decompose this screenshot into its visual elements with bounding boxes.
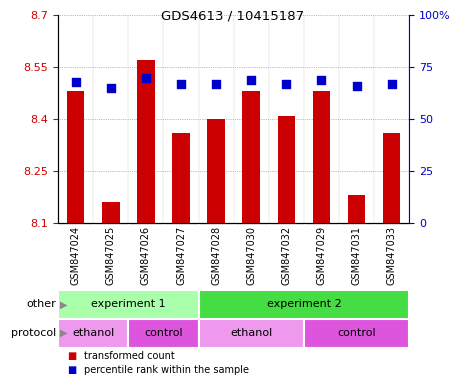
Text: GSM847024: GSM847024 (71, 226, 81, 285)
Text: GDS4613 / 10415187: GDS4613 / 10415187 (161, 10, 304, 23)
Text: control: control (144, 328, 183, 338)
Bar (199, 290, 409, 319)
Point (177, 81, 185, 87)
Text: GSM847027: GSM847027 (176, 226, 186, 285)
Bar (242, 91, 260, 223)
Bar (58, 319, 128, 348)
Bar (383, 133, 400, 223)
Text: experiment 1: experiment 1 (91, 299, 166, 310)
Text: GSM847026: GSM847026 (141, 226, 151, 285)
Bar (58, 290, 199, 319)
Point (213, 81, 220, 87)
Text: ▶: ▶ (60, 299, 68, 310)
Bar (172, 133, 190, 223)
Text: GSM847025: GSM847025 (106, 226, 116, 285)
Bar (128, 319, 199, 348)
Text: GSM847029: GSM847029 (316, 226, 326, 285)
Text: ▶: ▶ (60, 328, 68, 338)
Text: GSM847028: GSM847028 (211, 226, 221, 285)
Point (318, 76, 325, 83)
Point (283, 81, 290, 87)
Bar (304, 319, 409, 348)
Text: transformed count: transformed count (84, 351, 174, 361)
Text: GSM847031: GSM847031 (352, 226, 362, 285)
Bar (137, 60, 155, 223)
Point (353, 83, 360, 89)
Text: protocol: protocol (11, 328, 56, 338)
Bar (199, 319, 304, 348)
Text: control: control (337, 328, 376, 338)
Bar (278, 116, 295, 223)
Text: ■: ■ (67, 351, 77, 361)
Text: ■: ■ (67, 365, 77, 376)
Bar (312, 91, 330, 223)
Text: GSM847030: GSM847030 (246, 226, 256, 285)
Text: GSM847032: GSM847032 (281, 226, 292, 285)
Bar (102, 202, 120, 223)
Point (142, 74, 150, 81)
Point (388, 81, 395, 87)
Point (107, 85, 114, 91)
Text: experiment 2: experiment 2 (266, 299, 341, 310)
Text: ethanol: ethanol (230, 328, 272, 338)
Text: percentile rank within the sample: percentile rank within the sample (84, 365, 249, 376)
Text: ethanol: ethanol (72, 328, 114, 338)
Text: other: other (26, 299, 56, 310)
Text: GSM847033: GSM847033 (386, 226, 397, 285)
Bar (67, 91, 85, 223)
Bar (207, 119, 225, 223)
Point (247, 76, 255, 83)
Point (72, 79, 80, 85)
Bar (348, 195, 365, 223)
